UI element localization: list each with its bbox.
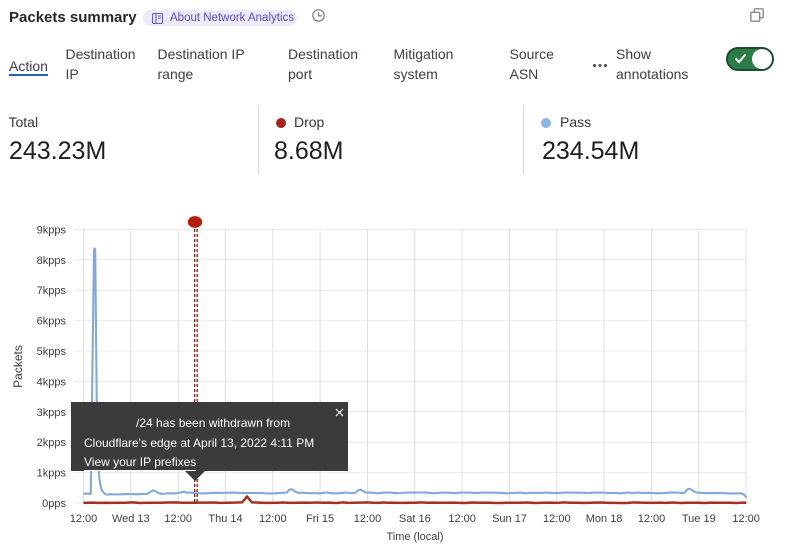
svg-text:12:00: 12:00: [638, 513, 666, 525]
svg-text:6kpps: 6kpps: [37, 316, 67, 328]
svg-text:12:00: 12:00: [354, 513, 382, 525]
svg-text:Packets: Packets: [11, 345, 25, 388]
svg-text:3kpps: 3kpps: [37, 407, 67, 419]
svg-text:Sun 17: Sun 17: [492, 513, 527, 525]
svg-text:12:00: 12:00: [259, 513, 287, 525]
svg-text:2kpps: 2kpps: [37, 437, 67, 449]
svg-text:12:00: 12:00: [70, 513, 98, 525]
svg-text:Time (local): Time (local): [386, 531, 443, 543]
svg-text:Thu 14: Thu 14: [208, 513, 242, 525]
svg-text:12:00: 12:00: [732, 513, 760, 525]
svg-text:4kpps: 4kpps: [37, 376, 67, 388]
svg-text:Fri 15: Fri 15: [306, 513, 334, 525]
svg-text:Sat 16: Sat 16: [399, 513, 431, 525]
svg-text:12:00: 12:00: [543, 513, 571, 525]
svg-text:12:00: 12:00: [448, 513, 476, 525]
svg-text:7kpps: 7kpps: [37, 285, 67, 297]
svg-text:1kpps: 1kpps: [37, 468, 67, 480]
svg-text:Wed 13: Wed 13: [112, 513, 150, 525]
svg-text:5kpps: 5kpps: [37, 346, 67, 358]
svg-text:9kpps: 9kpps: [37, 224, 67, 236]
svg-text:Tue 19: Tue 19: [682, 513, 716, 525]
svg-text:Mon 18: Mon 18: [586, 513, 623, 525]
svg-text:8kpps: 8kpps: [37, 255, 67, 267]
svg-text:0pps: 0pps: [42, 498, 66, 510]
svg-text:12:00: 12:00: [164, 513, 192, 525]
